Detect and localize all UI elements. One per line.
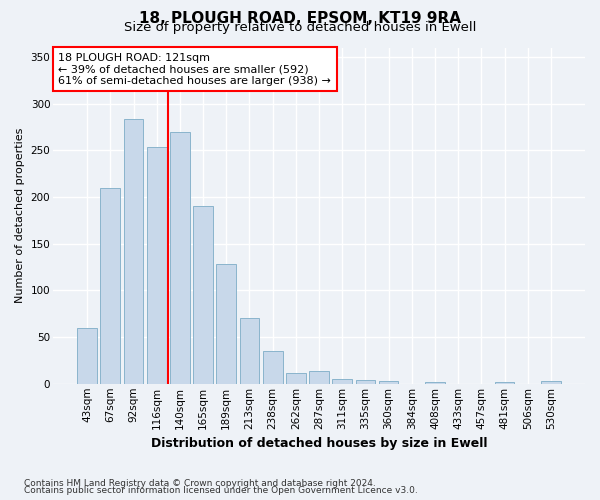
- Text: Contains public sector information licensed under the Open Government Licence v3: Contains public sector information licen…: [24, 486, 418, 495]
- Bar: [286, 374, 306, 384]
- X-axis label: Distribution of detached houses by size in Ewell: Distribution of detached houses by size …: [151, 437, 487, 450]
- Bar: [541, 381, 561, 384]
- Bar: [379, 381, 398, 384]
- Bar: [193, 206, 213, 384]
- Bar: [356, 380, 375, 384]
- Bar: [170, 132, 190, 384]
- Bar: [100, 188, 120, 384]
- Text: Contains HM Land Registry data © Crown copyright and database right 2024.: Contains HM Land Registry data © Crown c…: [24, 478, 376, 488]
- Bar: [425, 382, 445, 384]
- Bar: [263, 351, 283, 384]
- Text: Size of property relative to detached houses in Ewell: Size of property relative to detached ho…: [124, 21, 476, 34]
- Bar: [332, 379, 352, 384]
- Bar: [147, 148, 167, 384]
- Text: 18 PLOUGH ROAD: 121sqm
← 39% of detached houses are smaller (592)
61% of semi-de: 18 PLOUGH ROAD: 121sqm ← 39% of detached…: [58, 52, 331, 86]
- Y-axis label: Number of detached properties: Number of detached properties: [15, 128, 25, 304]
- Bar: [495, 382, 514, 384]
- Bar: [239, 318, 259, 384]
- Bar: [77, 328, 97, 384]
- Bar: [309, 370, 329, 384]
- Bar: [217, 264, 236, 384]
- Text: 18, PLOUGH ROAD, EPSOM, KT19 9RA: 18, PLOUGH ROAD, EPSOM, KT19 9RA: [139, 11, 461, 26]
- Bar: [124, 120, 143, 384]
